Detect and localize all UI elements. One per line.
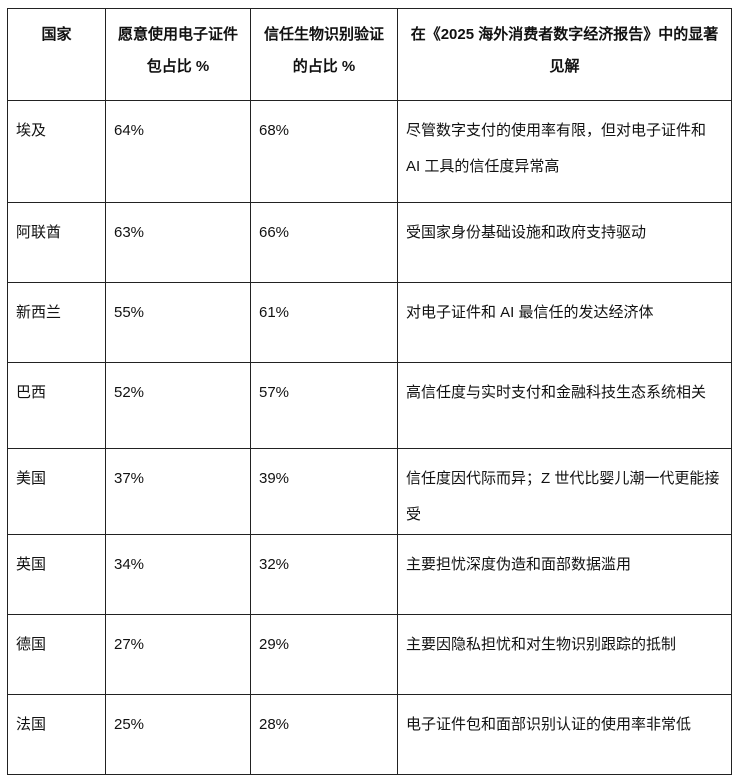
cell-country: 新西兰	[7, 282, 106, 363]
data-table: 国家 愿意使用电子证件包占比 % 信任生物识别验证的占比 % 在《2025 海外…	[7, 8, 732, 775]
cell-ewallet-share: 63%	[105, 202, 251, 283]
cell-ewallet-share: 34%	[105, 534, 251, 615]
cell-biometric-trust: 29%	[250, 614, 398, 695]
cell-insight: 高信任度与实时支付和金融科技生态系统相关	[397, 362, 732, 449]
cell-country: 英国	[7, 534, 106, 615]
cell-insight: 信任度因代际而异；Z 世代比婴儿潮一代更能接受	[397, 448, 732, 535]
table-row: 法国 25% 28% 电子证件包和面部识别认证的使用率非常低	[7, 694, 732, 775]
cell-biometric-trust: 68%	[250, 100, 398, 203]
cell-ewallet-share: 37%	[105, 448, 251, 535]
cell-country: 德国	[7, 614, 106, 695]
table-row: 新西兰 55% 61% 对电子证件和 AI 最信任的发达经济体	[7, 282, 732, 363]
cell-country: 巴西	[7, 362, 106, 449]
cell-biometric-trust: 61%	[250, 282, 398, 363]
cell-country: 阿联酋	[7, 202, 106, 283]
cell-insight: 主要担忧深度伪造和面部数据滥用	[397, 534, 732, 615]
cell-insight: 电子证件包和面部识别认证的使用率非常低	[397, 694, 732, 775]
cell-country: 埃及	[7, 100, 106, 203]
cell-ewallet-share: 52%	[105, 362, 251, 449]
cell-biometric-trust: 39%	[250, 448, 398, 535]
table-row: 德国 27% 29% 主要因隐私担忧和对生物识别跟踪的抵制	[7, 614, 732, 695]
cell-insight: 受国家身份基础设施和政府支持驱动	[397, 202, 732, 283]
header-country: 国家	[7, 8, 106, 101]
table-row: 英国 34% 32% 主要担忧深度伪造和面部数据滥用	[7, 534, 732, 615]
cell-biometric-trust: 32%	[250, 534, 398, 615]
cell-insight: 主要因隐私担忧和对生物识别跟踪的抵制	[397, 614, 732, 695]
table-row: 阿联酋 63% 66% 受国家身份基础设施和政府支持驱动	[7, 202, 732, 283]
header-row: 国家 愿意使用电子证件包占比 % 信任生物识别验证的占比 % 在《2025 海外…	[7, 8, 732, 101]
cell-country: 美国	[7, 448, 106, 535]
cell-biometric-trust: 28%	[250, 694, 398, 775]
header-biometric-trust: 信任生物识别验证的占比 %	[250, 8, 398, 101]
cell-ewallet-share: 25%	[105, 694, 251, 775]
table-row: 美国 37% 39% 信任度因代际而异；Z 世代比婴儿潮一代更能接受	[7, 448, 732, 535]
cell-ewallet-share: 55%	[105, 282, 251, 363]
header-insight: 在《2025 海外消费者数字经济报告》中的显著见解	[397, 8, 732, 101]
cell-ewallet-share: 27%	[105, 614, 251, 695]
cell-insight: 对电子证件和 AI 最信任的发达经济体	[397, 282, 732, 363]
table-row: 埃及 64% 68% 尽管数字支付的使用率有限，但对电子证件和 AI 工具的信任度异常…	[7, 100, 732, 203]
cell-insight: 尽管数字支付的使用率有限，但对电子证件和 AI 工具的信任度异常高	[397, 100, 732, 203]
cell-biometric-trust: 66%	[250, 202, 398, 283]
header-ewallet-share: 愿意使用电子证件包占比 %	[105, 8, 251, 101]
cell-biometric-trust: 57%	[250, 362, 398, 449]
cell-ewallet-share: 64%	[105, 100, 251, 203]
cell-country: 法国	[7, 694, 106, 775]
table-row: 巴西 52% 57% 高信任度与实时支付和金融科技生态系统相关	[7, 362, 732, 449]
